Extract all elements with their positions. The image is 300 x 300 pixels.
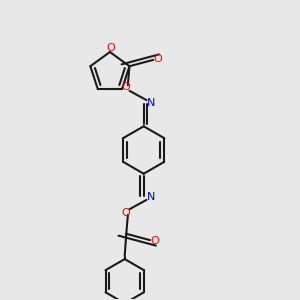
Text: O: O xyxy=(154,54,162,64)
Text: N: N xyxy=(147,192,155,203)
Text: O: O xyxy=(107,43,116,53)
Text: N: N xyxy=(147,98,155,108)
Text: O: O xyxy=(122,208,130,218)
Text: O: O xyxy=(150,236,159,246)
Text: O: O xyxy=(122,82,130,92)
